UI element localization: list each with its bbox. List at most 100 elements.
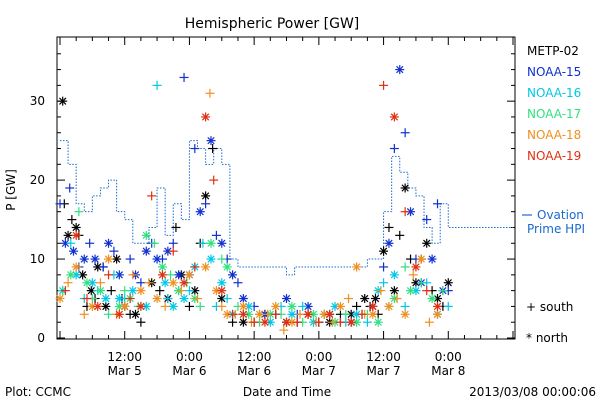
- point-noaa-17: [308, 309, 318, 319]
- point-noaa-17: [82, 278, 92, 288]
- point-noaa-19: [238, 309, 248, 319]
- point-noaa-17: [438, 286, 448, 296]
- point-noaa-15: [174, 270, 184, 280]
- point-noaa-15: [163, 246, 173, 256]
- point-noaa-18: [327, 317, 337, 327]
- point-metp-02: [155, 286, 165, 296]
- point-metp-02: [67, 215, 77, 225]
- point-noaa-15: [201, 199, 211, 209]
- point-noaa-15: [282, 294, 291, 304]
- x-tick-label-time: 0:00: [305, 350, 332, 364]
- point-noaa-19: [71, 230, 81, 240]
- point-noaa-15: [427, 254, 437, 264]
- point-noaa-18: [416, 254, 426, 264]
- point-noaa-17: [95, 286, 105, 296]
- point-noaa-18: [344, 294, 354, 304]
- point-noaa-18: [384, 301, 394, 311]
- point-noaa-15: [136, 278, 146, 288]
- point-metp-02: [228, 317, 238, 327]
- point-noaa-19: [379, 80, 389, 90]
- point-metp-02: [384, 222, 394, 232]
- point-metp-02: [238, 317, 248, 327]
- ovation-legend: Ovation Prime HPI: [522, 208, 585, 236]
- point-metp-02: [63, 230, 73, 240]
- point-noaa-19: [125, 294, 135, 304]
- point-noaa-15: [217, 238, 227, 248]
- point-noaa-16: [217, 278, 227, 288]
- point-metp-02: [136, 317, 146, 327]
- point-metp-02: [422, 238, 432, 248]
- point-noaa-15: [400, 128, 410, 138]
- point-noaa-16: [352, 309, 362, 319]
- point-noaa-15: [238, 294, 248, 304]
- point-noaa-17: [104, 309, 114, 319]
- point-noaa-18: [400, 309, 410, 319]
- point-noaa-19: [114, 309, 124, 319]
- point-noaa-17: [373, 317, 383, 327]
- legend-item-noaa-18: NOAA-18: [527, 128, 581, 142]
- point-noaa-18: [271, 301, 281, 311]
- point-noaa-15: [195, 207, 205, 217]
- point-metp-02: [184, 301, 194, 311]
- point-noaa-17: [157, 262, 167, 272]
- point-noaa-17: [427, 294, 437, 304]
- point-noaa-18: [168, 278, 178, 288]
- point-noaa-19: [228, 309, 238, 319]
- point-metp-02: [171, 222, 181, 232]
- point-noaa-18: [176, 286, 186, 296]
- point-noaa-19: [271, 309, 281, 319]
- point-noaa-18: [71, 262, 81, 272]
- point-metp-02: [370, 294, 380, 304]
- point-noaa-19: [303, 309, 313, 319]
- x-tick-label-date: Mar 6: [237, 364, 271, 378]
- point-noaa-16: [400, 301, 410, 311]
- point-noaa-15: [168, 238, 178, 248]
- point-metp-02: [201, 191, 211, 201]
- point-noaa-18: [392, 294, 402, 304]
- point-metp-02: [71, 222, 81, 232]
- point-noaa-15: [233, 278, 243, 288]
- point-metp-02: [131, 309, 140, 319]
- point-noaa-19: [201, 112, 211, 122]
- point-noaa-19: [368, 301, 378, 311]
- point-noaa-19: [314, 317, 324, 327]
- point-noaa-18: [255, 309, 265, 319]
- point-noaa-18: [144, 278, 154, 288]
- point-noaa-16: [101, 294, 111, 304]
- point-noaa-18: [201, 262, 211, 272]
- point-noaa-15: [303, 301, 313, 311]
- point-noaa-16: [298, 301, 308, 311]
- point-noaa-17: [206, 238, 216, 248]
- x-tick-label-time: 0:00: [435, 350, 462, 364]
- point-noaa-15: [157, 254, 167, 264]
- point-noaa-16: [66, 238, 76, 248]
- point-noaa-18: [79, 309, 89, 319]
- x-tick-label-date: Mar 7: [302, 364, 336, 378]
- point-noaa-17: [400, 262, 410, 272]
- point-noaa-18: [160, 301, 170, 311]
- point-noaa-18: [120, 301, 130, 311]
- y-tick-label: 20: [30, 173, 45, 187]
- point-noaa-16: [141, 301, 151, 311]
- point-noaa-19: [168, 246, 178, 256]
- point-noaa-19: [325, 309, 335, 319]
- point-noaa-16: [389, 270, 399, 280]
- point-noaa-16: [184, 286, 194, 296]
- point-noaa-18: [238, 301, 248, 311]
- point-noaa-15: [79, 254, 89, 264]
- legend-item-noaa-15: NOAA-15: [527, 65, 581, 79]
- point-metp-02: [106, 286, 116, 296]
- point-noaa-17: [66, 270, 76, 280]
- point-noaa-19: [292, 317, 302, 327]
- point-noaa-18: [376, 286, 386, 296]
- point-noaa-15: [104, 238, 114, 248]
- footer-timestamp: 2013/03/08 00:00:06: [469, 385, 596, 399]
- point-noaa-19: [433, 301, 442, 311]
- point-noaa-17: [114, 301, 124, 311]
- point-noaa-18: [408, 270, 418, 280]
- point-noaa-18: [295, 309, 305, 319]
- point-metp-02: [208, 144, 218, 154]
- point-metp-02: [395, 230, 405, 240]
